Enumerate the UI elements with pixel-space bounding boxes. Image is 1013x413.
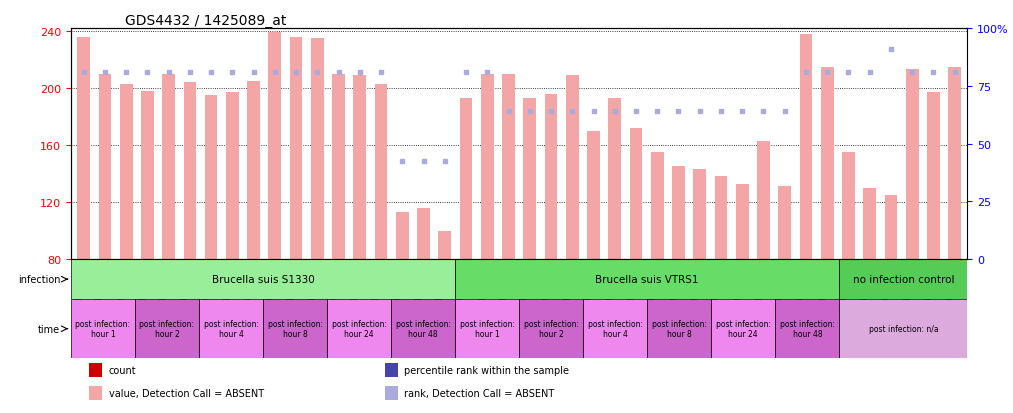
- Text: post infection:
hour 1: post infection: hour 1: [460, 319, 515, 339]
- Bar: [630, 128, 642, 260]
- Text: Brucella suis S1330: Brucella suis S1330: [212, 275, 314, 285]
- Bar: [821, 67, 834, 260]
- Text: Brucella suis VTRS1: Brucella suis VTRS1: [596, 275, 699, 285]
- Bar: [290, 38, 303, 260]
- Bar: [481, 74, 493, 260]
- Bar: [226, 93, 239, 260]
- Bar: [799, 35, 812, 260]
- Bar: [927, 93, 940, 260]
- FancyBboxPatch shape: [519, 299, 583, 358]
- Text: time: time: [38, 324, 60, 334]
- Text: post infection:
hour 4: post infection: hour 4: [204, 319, 258, 339]
- Text: post infection:
hour 8: post infection: hour 8: [267, 319, 322, 339]
- Bar: [89, 386, 102, 400]
- Bar: [439, 231, 451, 260]
- Text: post infection:
hour 48: post infection: hour 48: [396, 319, 451, 339]
- Bar: [141, 92, 154, 260]
- Text: infection: infection: [18, 275, 60, 285]
- FancyBboxPatch shape: [775, 299, 840, 358]
- Text: post infection:
hour 2: post infection: hour 2: [524, 319, 578, 339]
- Bar: [247, 82, 260, 260]
- Bar: [205, 96, 218, 260]
- Bar: [757, 141, 770, 260]
- FancyBboxPatch shape: [71, 260, 455, 299]
- Bar: [268, 33, 282, 260]
- Bar: [183, 83, 197, 260]
- FancyBboxPatch shape: [455, 299, 519, 358]
- Text: GDS4432 / 1425089_at: GDS4432 / 1425089_at: [125, 14, 286, 28]
- Bar: [884, 196, 898, 260]
- Bar: [545, 95, 557, 260]
- Text: post infection:
hour 8: post infection: hour 8: [651, 319, 707, 339]
- FancyBboxPatch shape: [840, 299, 967, 358]
- FancyBboxPatch shape: [711, 299, 775, 358]
- Text: post infection:
hour 24: post infection: hour 24: [331, 319, 387, 339]
- Bar: [651, 153, 664, 260]
- Bar: [332, 74, 345, 260]
- Bar: [385, 363, 398, 377]
- FancyBboxPatch shape: [583, 299, 647, 358]
- Bar: [588, 131, 600, 260]
- Bar: [77, 38, 90, 260]
- Bar: [863, 188, 876, 260]
- FancyBboxPatch shape: [71, 299, 135, 358]
- Bar: [714, 177, 727, 260]
- FancyBboxPatch shape: [455, 260, 840, 299]
- Text: value, Detection Call = ABSENT: value, Detection Call = ABSENT: [108, 388, 263, 398]
- Bar: [385, 386, 398, 400]
- Bar: [566, 76, 578, 260]
- Text: post infection:
hour 2: post infection: hour 2: [140, 319, 194, 339]
- Bar: [693, 170, 706, 260]
- Bar: [120, 85, 133, 260]
- Text: post infection:
hour 4: post infection: hour 4: [588, 319, 642, 339]
- Bar: [162, 74, 175, 260]
- Bar: [98, 74, 111, 260]
- Bar: [842, 153, 855, 260]
- Bar: [609, 99, 621, 260]
- Bar: [502, 74, 515, 260]
- FancyBboxPatch shape: [327, 299, 391, 358]
- Bar: [89, 363, 102, 377]
- Text: no infection control: no infection control: [853, 275, 954, 285]
- Bar: [460, 99, 472, 260]
- Bar: [311, 39, 324, 260]
- Text: post infection:
hour 48: post infection: hour 48: [780, 319, 835, 339]
- FancyBboxPatch shape: [391, 299, 455, 358]
- Text: percentile rank within the sample: percentile rank within the sample: [404, 365, 569, 375]
- Text: post infection:
hour 1: post infection: hour 1: [75, 319, 131, 339]
- Text: count: count: [108, 365, 136, 375]
- Text: post infection: n/a: post infection: n/a: [868, 325, 938, 333]
- FancyBboxPatch shape: [840, 260, 967, 299]
- Bar: [906, 70, 919, 260]
- Bar: [375, 85, 387, 260]
- Bar: [396, 213, 408, 260]
- FancyBboxPatch shape: [135, 299, 199, 358]
- FancyBboxPatch shape: [263, 299, 327, 358]
- Bar: [778, 187, 791, 260]
- FancyBboxPatch shape: [199, 299, 263, 358]
- Bar: [948, 67, 961, 260]
- FancyBboxPatch shape: [647, 299, 711, 358]
- Bar: [672, 167, 685, 260]
- Text: post infection:
hour 24: post infection: hour 24: [716, 319, 771, 339]
- Text: rank, Detection Call = ABSENT: rank, Detection Call = ABSENT: [404, 388, 555, 398]
- Bar: [524, 99, 536, 260]
- Bar: [417, 209, 430, 260]
- Bar: [735, 184, 749, 260]
- Bar: [354, 76, 367, 260]
